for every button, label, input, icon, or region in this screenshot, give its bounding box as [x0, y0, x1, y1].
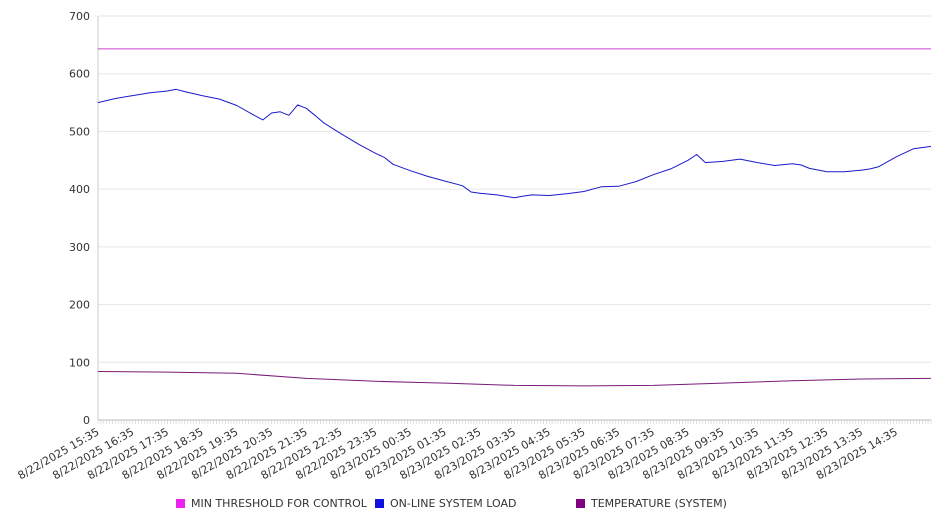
- legend-swatch: [576, 499, 585, 508]
- legend-item[interactable]: ON-LINE SYSTEM LOAD: [375, 497, 516, 510]
- legend-item[interactable]: TEMPERATURE (SYSTEM): [576, 497, 727, 510]
- legend-swatch: [176, 499, 185, 508]
- legend-label: MIN THRESHOLD FOR CONTROL: [191, 497, 367, 510]
- y-tick-label: 700: [69, 10, 90, 23]
- y-tick-label: 300: [69, 241, 90, 254]
- y-tick-label: 0: [83, 414, 90, 427]
- series-line-on-line-system-load: [97, 88, 932, 199]
- y-tick-label: 600: [69, 68, 90, 81]
- y-tick-label: 200: [69, 299, 90, 312]
- legend-swatch: [375, 499, 384, 508]
- y-tick-label: 400: [69, 183, 90, 196]
- legend-label: TEMPERATURE (SYSTEM): [591, 497, 727, 510]
- series-line-temperature-system: [97, 371, 932, 387]
- legend-label: ON-LINE SYSTEM LOAD: [390, 497, 517, 510]
- y-tick-label: 500: [69, 125, 90, 138]
- y-tick-label: 100: [69, 356, 90, 369]
- legend-item[interactable]: MIN THRESHOLD FOR CONTROL: [176, 497, 367, 510]
- chart-legend: MIN THRESHOLD FOR CONTROL ON-LINE SYSTEM …: [0, 497, 946, 515]
